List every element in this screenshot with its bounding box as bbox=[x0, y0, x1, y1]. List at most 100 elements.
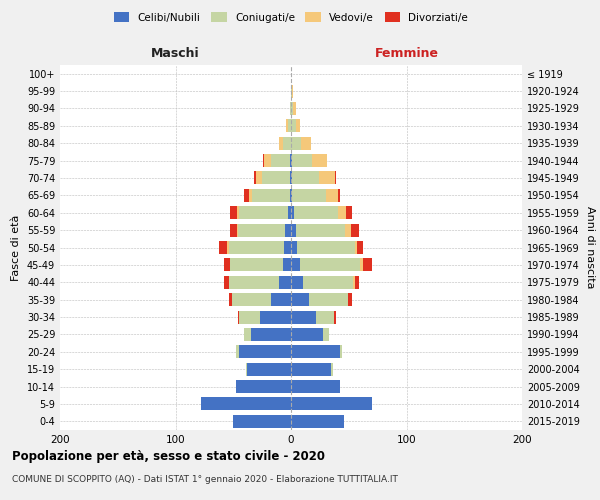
Bar bbox=[301, 136, 311, 149]
Bar bbox=[340, 346, 342, 358]
Bar bbox=[238, 310, 239, 324]
Bar bbox=[291, 328, 323, 341]
Bar bbox=[244, 328, 251, 341]
Bar bbox=[326, 189, 338, 202]
Bar bbox=[291, 84, 292, 98]
Bar bbox=[291, 154, 292, 167]
Bar bbox=[280, 276, 291, 289]
Bar bbox=[291, 415, 344, 428]
Bar bbox=[230, 206, 237, 220]
Bar bbox=[287, 120, 291, 132]
Bar bbox=[271, 154, 290, 167]
Bar bbox=[201, 398, 291, 410]
Text: COMUNE DI SCOPPITO (AQ) - Dati ISTAT 1° gennaio 2020 - Elaborazione TUTTITALIA.I: COMUNE DI SCOPPITO (AQ) - Dati ISTAT 1° … bbox=[12, 475, 398, 484]
Bar bbox=[260, 310, 291, 324]
Bar bbox=[292, 84, 293, 98]
Bar bbox=[236, 346, 239, 358]
Bar bbox=[291, 136, 301, 149]
Bar bbox=[247, 362, 291, 376]
Bar bbox=[347, 293, 352, 306]
Bar bbox=[296, 120, 300, 132]
Y-axis label: Anni di nascita: Anni di nascita bbox=[585, 206, 595, 289]
Bar bbox=[280, 136, 283, 149]
Bar bbox=[335, 172, 336, 184]
Bar bbox=[295, 206, 338, 220]
Bar bbox=[224, 258, 230, 272]
Bar bbox=[239, 206, 287, 220]
Bar bbox=[345, 224, 351, 236]
Bar bbox=[291, 258, 300, 272]
Bar bbox=[229, 276, 280, 289]
Bar bbox=[362, 258, 372, 272]
Bar bbox=[230, 224, 237, 236]
Bar bbox=[292, 154, 312, 167]
Bar bbox=[351, 224, 359, 236]
Legend: Celibi/Nubili, Coniugati/e, Vedovi/e, Divorziati/e: Celibi/Nubili, Coniugati/e, Vedovi/e, Di… bbox=[110, 8, 472, 26]
Bar bbox=[290, 172, 291, 184]
Bar bbox=[236, 380, 291, 393]
Bar bbox=[290, 154, 291, 167]
Bar bbox=[233, 415, 291, 428]
Bar bbox=[237, 224, 238, 236]
Bar bbox=[283, 136, 291, 149]
Bar bbox=[252, 189, 290, 202]
Bar bbox=[291, 189, 292, 202]
Bar bbox=[291, 398, 372, 410]
Bar bbox=[254, 172, 256, 184]
Text: Femmine: Femmine bbox=[374, 47, 439, 60]
Bar bbox=[316, 310, 334, 324]
Text: Maschi: Maschi bbox=[151, 47, 200, 60]
Bar bbox=[346, 206, 352, 220]
Bar bbox=[312, 154, 327, 167]
Bar bbox=[357, 241, 362, 254]
Bar bbox=[238, 224, 285, 236]
Bar bbox=[229, 241, 284, 254]
Bar bbox=[262, 172, 290, 184]
Bar bbox=[291, 346, 340, 358]
Y-axis label: Fasce di età: Fasce di età bbox=[11, 214, 21, 280]
Bar bbox=[271, 293, 291, 306]
Bar bbox=[229, 293, 232, 306]
Bar bbox=[263, 154, 265, 167]
Bar bbox=[360, 258, 362, 272]
Bar bbox=[287, 206, 291, 220]
Bar bbox=[244, 189, 250, 202]
Bar bbox=[246, 362, 247, 376]
Bar bbox=[251, 328, 291, 341]
Bar bbox=[237, 206, 239, 220]
Bar bbox=[224, 276, 229, 289]
Bar bbox=[256, 172, 262, 184]
Bar bbox=[250, 189, 252, 202]
Bar bbox=[291, 293, 310, 306]
Bar bbox=[283, 258, 291, 272]
Bar bbox=[291, 120, 296, 132]
Bar bbox=[232, 293, 271, 306]
Bar bbox=[353, 276, 355, 289]
Bar bbox=[291, 276, 302, 289]
Bar bbox=[286, 120, 287, 132]
Bar bbox=[323, 328, 329, 341]
Bar bbox=[291, 172, 292, 184]
Bar bbox=[292, 172, 319, 184]
Bar bbox=[291, 241, 297, 254]
Bar bbox=[334, 310, 336, 324]
Bar bbox=[230, 258, 283, 272]
Bar bbox=[291, 224, 296, 236]
Bar bbox=[302, 276, 353, 289]
Bar bbox=[300, 258, 360, 272]
Text: Popolazione per età, sesso e stato civile - 2020: Popolazione per età, sesso e stato civil… bbox=[12, 450, 325, 463]
Bar bbox=[338, 189, 340, 202]
Bar bbox=[285, 224, 291, 236]
Bar bbox=[291, 206, 295, 220]
Bar bbox=[265, 154, 271, 167]
Bar bbox=[291, 310, 316, 324]
Bar bbox=[310, 293, 347, 306]
Bar bbox=[292, 189, 326, 202]
Bar bbox=[291, 380, 340, 393]
Bar bbox=[338, 206, 346, 220]
Bar bbox=[319, 172, 335, 184]
Bar bbox=[290, 102, 291, 115]
Bar bbox=[291, 362, 331, 376]
Bar bbox=[297, 241, 355, 254]
Bar bbox=[239, 346, 291, 358]
